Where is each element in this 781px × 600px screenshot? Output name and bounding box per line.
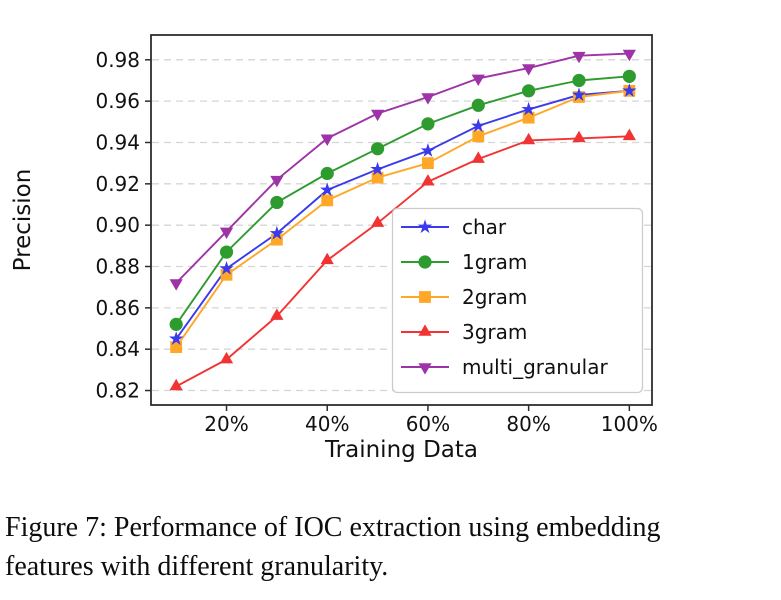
2gram-marker	[270, 233, 283, 246]
caption-line-2: features with different granularity.	[5, 551, 389, 582]
x-tick-label: 40%	[305, 412, 349, 436]
char-marker	[571, 87, 587, 102]
2gram-marker	[522, 111, 535, 124]
char-marker	[471, 118, 486, 133]
series-line-1gram	[175, 75, 630, 325]
3gram-marker	[421, 174, 435, 186]
3gram-marker	[572, 130, 586, 143]
1gram-marker	[219, 245, 234, 259]
3gram-marker	[270, 308, 284, 320]
y-tick-label: 0.96	[95, 89, 140, 113]
1gram-marker	[169, 317, 183, 331]
series-line-2gram	[175, 89, 630, 348]
2gram-marker	[472, 130, 485, 143]
char-marker	[168, 331, 184, 345]
y-tick-label: 0.90	[95, 213, 140, 237]
legend: char 1gram 2gram 3gram multi_granular	[391, 207, 644, 394]
char-marker	[420, 143, 436, 157]
legend-marker-1gram	[418, 255, 432, 269]
1gram-marker	[421, 117, 435, 131]
precision-line-chart: 0.82 0.84 0.86 0.88 0.90 0.92 0.94 0.96 0.98 20% 4…	[10, 34, 658, 463]
x-tick-label: 100%	[601, 412, 658, 436]
x-tick-label: 20%	[204, 412, 248, 436]
plot-border	[150, 34, 653, 406]
1gram-marker	[320, 166, 334, 181]
1gram-marker	[270, 195, 284, 210]
1gram-marker	[471, 98, 485, 112]
caption-line-1: Figure 7: Performance of IOC extraction …	[5, 512, 661, 543]
2gram-marker	[422, 157, 434, 170]
2gram-marker	[170, 341, 183, 354]
multi_granular-marker	[522, 64, 536, 76]
y-tick-label: 0.84	[95, 337, 140, 361]
3gram-marker	[471, 151, 485, 163]
multi_granular-marker	[421, 93, 435, 105]
3gram-marker	[622, 128, 636, 141]
series-line-3gram	[175, 135, 630, 388]
char-marker	[521, 101, 536, 116]
char-marker	[269, 225, 285, 240]
y-tick-label: 0.86	[95, 296, 140, 320]
legend-box	[391, 207, 644, 394]
2gram-marker	[220, 268, 233, 281]
legend-marker-multi_granular	[418, 363, 432, 375]
char-marker	[320, 182, 335, 197]
legend-marker-2gram	[419, 291, 431, 303]
multi_granular-marker	[219, 227, 234, 239]
multi_granular-marker	[370, 109, 385, 122]
multi_granular-marker	[622, 49, 636, 62]
series-line-char	[175, 89, 630, 340]
x-axis-label: Training Data	[324, 437, 478, 463]
3gram-marker	[320, 252, 334, 265]
char-marker	[370, 161, 385, 176]
x-tick-label: 60%	[406, 412, 450, 436]
multi_granular-marker	[471, 74, 485, 87]
y-tick-label: 0.94	[95, 130, 140, 154]
series-line-multi_granular	[175, 52, 630, 284]
legend-label-char: char	[462, 215, 507, 239]
y-tick-label: 0.98	[95, 48, 140, 72]
2gram-marker	[371, 171, 384, 184]
figure-7-chart: 0.82 0.84 0.86 0.88 0.90 0.92 0.94 0.96 0.98 20% 4…	[10, 34, 658, 463]
y-axis-label: Precision	[10, 169, 36, 272]
legend-entry: 1gram	[401, 250, 527, 274]
3gram-marker	[522, 132, 536, 145]
multi_granular-marker	[169, 279, 183, 291]
y-tick-label: 0.88	[95, 255, 140, 279]
1gram-marker	[572, 73, 586, 88]
char-marker	[622, 83, 637, 97]
multi_granular-marker	[572, 51, 586, 64]
legend-label-1gram: 1gram	[462, 250, 527, 274]
legend-label-multi_granular: multi_granular	[462, 355, 608, 379]
2gram-marker	[321, 194, 334, 207]
1gram-marker	[522, 84, 536, 98]
y-tick-label: 0.92	[95, 172, 140, 196]
multi_granular-marker	[270, 175, 284, 188]
char-marker	[219, 260, 234, 275]
legend-entry: 2gram	[401, 285, 527, 309]
legend-entry: multi_granular	[401, 355, 608, 379]
legend-entry: 3gram	[401, 320, 527, 344]
figure-caption: Figure 7: Performance of IOC extraction …	[5, 508, 777, 586]
3gram-marker	[219, 351, 234, 364]
y-tick-label: 0.82	[95, 379, 140, 403]
legend-label-2gram: 2gram	[462, 285, 527, 309]
3gram-marker	[169, 378, 183, 391]
legend-marker-char	[417, 219, 433, 234]
legend-marker-3gram	[418, 324, 432, 336]
1gram-marker	[370, 142, 385, 156]
legend-label-3gram: 3gram	[462, 320, 527, 344]
x-tick-label: 80%	[506, 412, 550, 436]
multi_granular-marker	[320, 134, 334, 146]
legend-entry: char	[401, 215, 507, 239]
3gram-marker	[370, 215, 385, 227]
1gram-marker	[622, 69, 636, 83]
